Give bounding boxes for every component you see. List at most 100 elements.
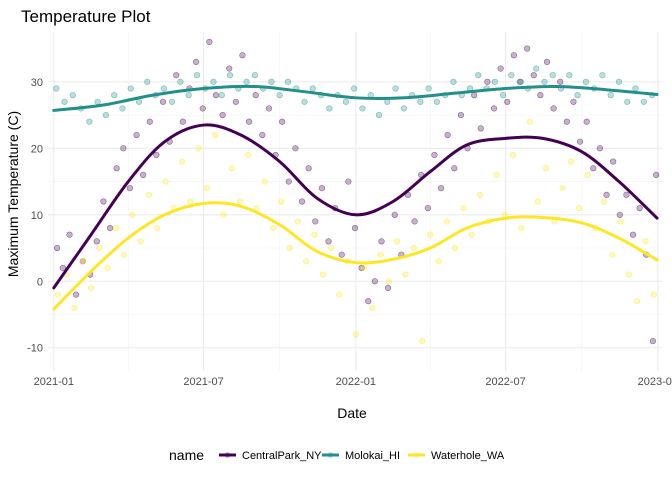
point-centralpark-ny — [590, 165, 597, 172]
point-centralpark-ny — [570, 98, 577, 105]
point-waterhole-wa — [162, 178, 169, 185]
point-waterhole-wa — [54, 291, 62, 298]
chart-title: Temperature Plot — [21, 7, 151, 26]
point-centralpark-ny — [179, 118, 186, 125]
point-waterhole-wa — [203, 185, 210, 192]
point-centralpark-ny — [318, 185, 326, 192]
point-molokai-hi — [301, 98, 308, 105]
point-centralpark-ny — [59, 264, 66, 272]
point-centralpark-ny — [497, 65, 504, 72]
point-centralpark-ny — [504, 98, 511, 105]
point-molokai-hi — [607, 92, 614, 99]
point-waterhole-wa — [294, 218, 302, 225]
point-waterhole-wa — [443, 218, 450, 225]
point-centralpark-ny — [351, 224, 359, 232]
point-waterhole-wa — [261, 178, 268, 185]
point-waterhole-wa — [71, 304, 78, 311]
point-centralpark-ny — [146, 118, 153, 125]
point-molokai-hi — [309, 85, 316, 92]
point-centralpark-ny — [576, 138, 584, 145]
legend-key-point — [327, 452, 334, 458]
point-molokai-hi — [375, 111, 383, 119]
point-molokai-hi — [94, 98, 101, 105]
point-molokai-hi — [516, 78, 523, 85]
point-waterhole-wa — [137, 238, 144, 245]
point-molokai-hi — [549, 72, 556, 79]
point-centralpark-ny — [365, 298, 372, 305]
major-gridlines — [48, 32, 662, 371]
point-waterhole-wa — [460, 205, 467, 212]
point-centralpark-ny — [583, 118, 590, 125]
point-molokai-hi — [640, 98, 647, 105]
point-molokai-hi — [508, 72, 515, 79]
x-tick-label: 2021-07 — [183, 376, 223, 388]
point-molokai-hi — [243, 78, 250, 85]
point-centralpark-ny — [259, 131, 266, 139]
point-centralpark-ny — [457, 111, 465, 119]
point-centralpark-ny — [537, 92, 544, 99]
point-molokai-hi — [284, 78, 292, 85]
point-molokai-hi — [226, 72, 234, 79]
point-waterhole-wa — [245, 151, 252, 159]
point-molokai-hi — [351, 85, 358, 92]
point-molokai-hi — [251, 72, 258, 79]
point-molokai-hi — [400, 105, 407, 112]
point-centralpark-ny — [550, 105, 557, 112]
smooth-line-molokai-hi — [52, 84, 659, 112]
point-waterhole-wa — [435, 258, 442, 265]
point-centralpark-ny — [133, 131, 140, 139]
point-centralpark-ny — [312, 218, 319, 225]
point-waterhole-wa — [567, 158, 575, 165]
point-centralpark-ny — [431, 151, 438, 159]
y-tick-label: 20 — [31, 143, 43, 155]
point-waterhole-wa — [369, 304, 376, 311]
point-waterhole-wa — [327, 244, 335, 252]
legend-key-point — [224, 452, 231, 458]
point-waterhole-wa — [236, 198, 244, 205]
point-waterhole-wa — [178, 158, 186, 165]
point-waterhole-wa — [534, 198, 541, 205]
smooth-lines — [52, 84, 659, 311]
point-centralpark-ny — [345, 178, 352, 185]
point-centralpark-ny — [292, 145, 299, 152]
point-waterhole-wa — [311, 231, 318, 238]
point-centralpark-ny — [212, 92, 220, 99]
smooth-line-centralpark-ny — [52, 123, 659, 290]
point-molokai-hi — [450, 78, 457, 85]
point-centralpark-ny — [245, 118, 253, 125]
point-molokai-hi — [185, 92, 192, 99]
point-molokai-hi — [599, 72, 606, 79]
point-centralpark-ny — [140, 171, 147, 179]
point-waterhole-wa — [278, 198, 285, 205]
point-molokai-hi — [160, 85, 167, 92]
point-waterhole-wa — [220, 211, 227, 218]
point-centralpark-ny — [451, 165, 458, 172]
point-centralpark-ny — [159, 98, 167, 105]
point-centralpark-ny — [193, 58, 200, 66]
point-molokai-hi — [61, 98, 68, 105]
point-centralpark-ny — [100, 198, 107, 205]
point-waterhole-wa — [642, 238, 649, 245]
point-centralpark-ny — [510, 52, 517, 59]
point-molokai-hi — [433, 98, 441, 105]
point-molokai-hi — [500, 92, 507, 99]
point-centralpark-ny — [298, 198, 306, 205]
point-centralpark-ny — [391, 211, 398, 218]
point-waterhole-wa — [509, 151, 517, 159]
point-waterhole-wa — [121, 251, 128, 258]
point-molokai-hi — [417, 98, 424, 105]
point-centralpark-ny — [563, 118, 570, 125]
legend-item-centralpark-ny: CentralPark_NY — [219, 450, 322, 462]
point-centralpark-ny — [424, 205, 431, 212]
point-centralpark-ny — [490, 105, 498, 112]
point-molokai-hi — [475, 72, 482, 79]
point-centralpark-ny — [206, 38, 213, 46]
point-centralpark-ny — [603, 191, 610, 198]
point-centralpark-ny — [543, 58, 551, 66]
point-molokai-hi — [533, 65, 540, 72]
point-centralpark-ny — [120, 145, 127, 152]
legend-item-molokai-hi: Molokai_HI — [322, 450, 400, 462]
point-molokai-hi — [359, 105, 366, 112]
y-tick-label: 10 — [31, 210, 43, 222]
point-waterhole-wa — [228, 165, 235, 172]
